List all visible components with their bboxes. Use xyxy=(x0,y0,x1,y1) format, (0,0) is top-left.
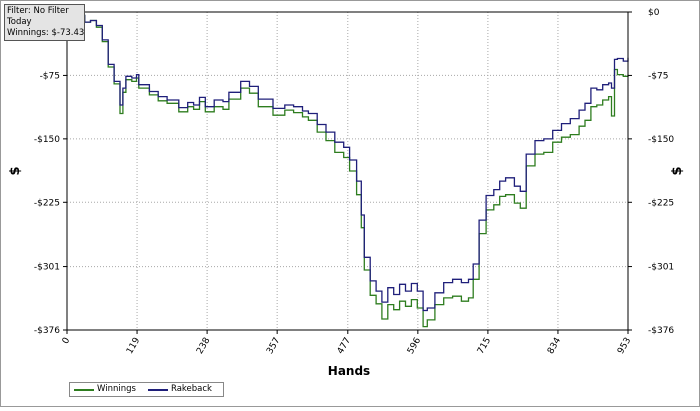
legend-label-winnings: Winnings xyxy=(97,384,136,394)
legend-swatch-rakeback xyxy=(148,389,168,391)
y-tick-label-right: -$150 xyxy=(648,135,674,145)
legend-label-rakeback: Rakeback xyxy=(171,384,212,394)
y-tick-label-left: -$225 xyxy=(34,198,60,208)
series-line-rakeback xyxy=(67,13,629,312)
y-tick-label-right: -$225 xyxy=(648,198,674,208)
filter-label: Filter: No Filter xyxy=(7,6,69,16)
y-tick-label-right: -$376 xyxy=(648,326,674,336)
legend-swatch-winnings xyxy=(74,389,94,391)
period-label: Today xyxy=(7,17,32,27)
y-tick-label-right: -$301 xyxy=(648,263,674,273)
x-axis-title: Hands xyxy=(328,364,370,378)
y-tick-label-left: -$75 xyxy=(40,71,60,81)
y-tick-label-left: -$150 xyxy=(34,135,60,145)
filter-info-box: Filter: No Filter Today Winnings: $-73.4… xyxy=(4,4,85,41)
legend: Winnings Rakeback xyxy=(69,382,224,397)
y-axis-title-left: $ xyxy=(8,166,23,175)
series-lines xyxy=(67,13,629,328)
x-tick-label: 0 xyxy=(61,336,73,346)
y-tick-label-left: -$376 xyxy=(34,326,60,336)
y-tick-label-right: $0 xyxy=(648,8,660,18)
y-tick-label-right: -$75 xyxy=(648,71,668,81)
y-axis-title-right: $ xyxy=(670,166,685,175)
axis-ticks: 0 119 238 357 477 596 715 834 953$0-$75 -$75-$150… xyxy=(34,8,675,356)
y-tick-label-left: -$301 xyxy=(34,263,60,273)
grid-lines xyxy=(67,12,628,330)
winnings-summary: Winnings: $-73.43 xyxy=(7,28,85,38)
